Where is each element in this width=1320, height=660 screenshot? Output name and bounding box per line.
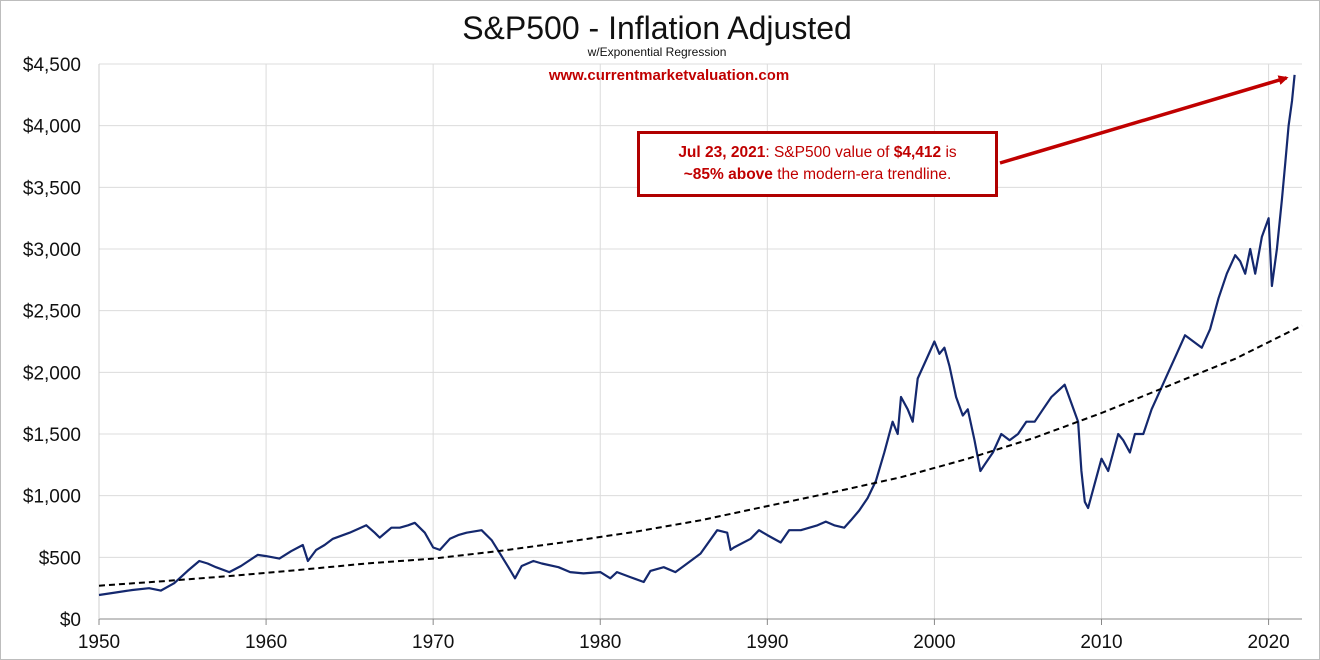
callout-text-1: : S&P500 value of — [765, 144, 894, 161]
y-tick-label: $1,500 — [23, 425, 81, 446]
x-tick-label: 2010 — [1080, 632, 1122, 653]
chart-subtitle: w/Exponential Regression — [587, 45, 727, 59]
y-tick-label: $4,500 — [23, 55, 81, 76]
x-tick-label: 1970 — [412, 632, 454, 653]
y-tick-label: $4,000 — [23, 117, 81, 138]
y-tick-label: $3,000 — [23, 240, 81, 261]
callout-line-1: Jul 23, 2021: S&P500 value of $4,412 is — [640, 142, 995, 164]
callout-date: Jul 23, 2021 — [678, 144, 766, 161]
y-tick-label: $2,000 — [23, 363, 81, 384]
y-tick-label: $500 — [39, 548, 81, 569]
annotation-layer — [999, 75, 1289, 165]
annotation-callout: Jul 23, 2021: S&P500 value of $4,412 is … — [637, 131, 998, 197]
series-layer — [98, 74, 1303, 597]
y-tick-label: $0 — [60, 610, 81, 631]
x-tick-label: 1960 — [245, 632, 287, 653]
sp500-series — [98, 74, 1296, 597]
callout-value: $4,412 — [893, 144, 942, 161]
x-tick-label: 2020 — [1247, 632, 1289, 653]
y-tick-label: $3,500 — [23, 178, 81, 199]
callout-text-2: is — [941, 144, 957, 161]
annotation-arrow — [999, 75, 1289, 165]
website-label: www.currentmarketvaluation.com — [548, 67, 790, 84]
x-tick-label: 2000 — [913, 632, 955, 653]
y-tick-label: $2,500 — [23, 302, 81, 323]
grid-lines — [99, 63, 1302, 619]
y-tick-label: $1,000 — [23, 487, 81, 508]
axes: $0 $500 $1,000 $1,500 $2,000 $2,500 $3,000 $3,5… — [23, 55, 1302, 653]
x-tick-label: 1980 — [579, 632, 621, 653]
callout-text-3: the modern-era trendline. — [772, 166, 952, 183]
callout-pct: ~85% above — [683, 166, 773, 183]
chart-title: S&P500 - Inflation Adjusted — [462, 10, 852, 46]
x-tick-label: 1990 — [746, 632, 788, 653]
x-tick-label: 1950 — [78, 632, 120, 653]
callout-line-2: ~85% above the modern-era trendline. — [640, 164, 995, 186]
trendline-series — [98, 324, 1303, 587]
